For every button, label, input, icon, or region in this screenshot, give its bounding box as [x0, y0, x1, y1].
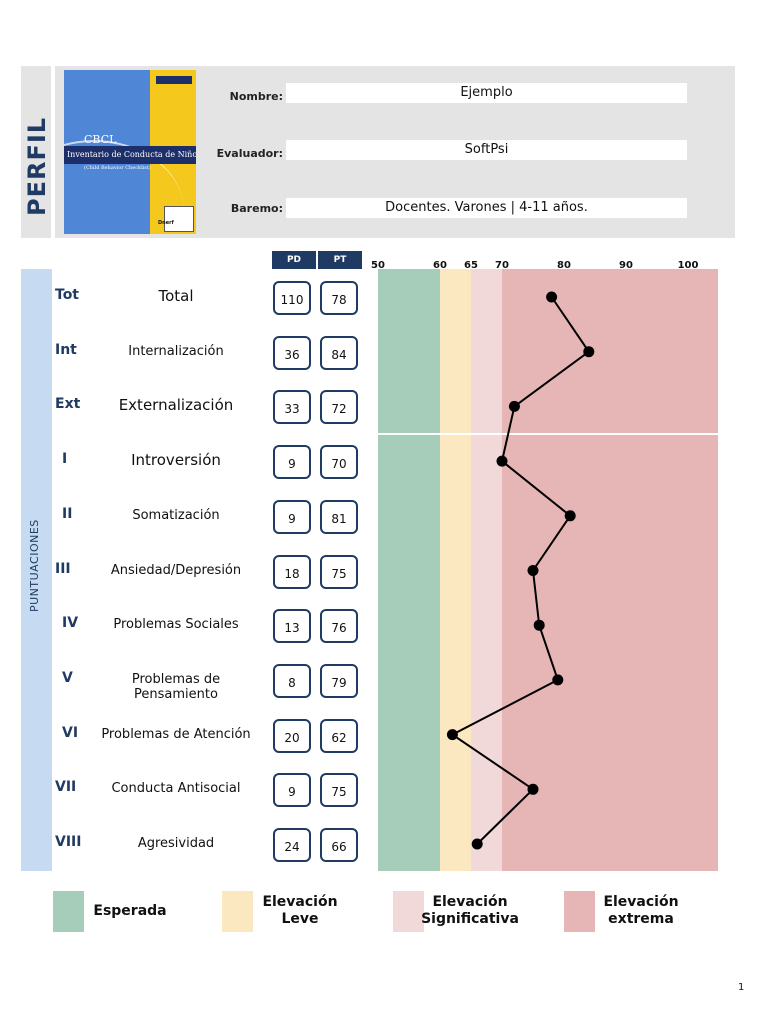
scale-abbr-ii: II	[62, 505, 73, 522]
scale-abbr-vi: VI	[62, 724, 79, 741]
pt-score-cell[interactable]: 75	[320, 554, 358, 589]
norms-label: Baremo:	[230, 202, 283, 215]
point-int	[583, 346, 595, 358]
pd-score-cell[interactable]: 8	[273, 663, 311, 698]
scale-name: Ansiedad/Depresión	[110, 562, 242, 578]
legend-label-line2: extrema	[608, 911, 674, 927]
scale-abbr-ext: Ext	[55, 396, 81, 413]
pt-score-cell[interactable]: 66	[320, 828, 358, 862]
x-tick-label-50: 50	[371, 260, 385, 271]
pd-score-cell[interactable]: 20	[273, 718, 311, 753]
pd-score-cell[interactable]: 18	[273, 554, 311, 589]
legend-label-line2: Significativa	[421, 911, 519, 927]
x-tick-label-90: 90	[619, 260, 633, 271]
pt-score-cell[interactable]: 79	[320, 663, 358, 698]
pt-score-cell[interactable]: 72	[320, 390, 358, 425]
legend-label-line1: Elevación	[603, 894, 679, 910]
point-v	[552, 674, 564, 686]
scale-abbr-int: Int	[55, 341, 77, 358]
legend-swatch-0	[53, 891, 84, 932]
legend-label-line1: Elevación	[432, 894, 508, 910]
scale-name: Problemas Sociales	[113, 617, 239, 633]
band-2	[471, 269, 502, 871]
x-tick-label-70: 70	[495, 260, 509, 271]
pt-score-cell[interactable]: 62	[320, 718, 358, 753]
x-tick-label-65: 65	[464, 260, 478, 271]
cover-subtitle: (Child Behavior Checklist)	[84, 165, 151, 171]
legend-label-0: Esperada	[72, 903, 188, 920]
pt-score-cell[interactable]: 75	[320, 773, 358, 808]
pd-score-cell[interactable]: 110	[273, 281, 311, 315]
point-tot	[546, 291, 558, 303]
band-1	[440, 269, 471, 871]
x-tick-label-100: 100	[678, 260, 699, 271]
cover-publisher: Dnerf	[158, 220, 174, 226]
scale-abbr-tot: Tot	[55, 287, 80, 303]
profile-header: PERFIL CBCL Inventario de Conducta de Ni…	[21, 66, 735, 238]
pt-score-cell[interactable]: 81	[320, 499, 358, 534]
page-number: 1	[738, 982, 745, 993]
evaluator-field[interactable]: SoftPsi	[286, 140, 687, 160]
legend-label-line1: Elevación	[262, 894, 338, 910]
scale-name: Introversión	[131, 451, 221, 470]
scale-name: Agresividad	[137, 836, 215, 851]
evaluator-label: Evaluador:	[216, 147, 283, 160]
pt-score-cell[interactable]: 84	[320, 335, 358, 370]
pd-column-header: PD	[272, 251, 316, 269]
scale-abbr-viii: VIII	[55, 834, 82, 850]
pd-score-cell[interactable]: 36	[273, 335, 311, 370]
legend-label-3: Elevación extrema	[578, 894, 704, 928]
pd-score-cell[interactable]: 24	[273, 828, 311, 862]
legend-label-line2: Leve	[281, 911, 319, 927]
point-ext	[508, 400, 520, 412]
legend-swatch-3	[564, 891, 595, 932]
point-viii	[471, 838, 483, 850]
scale-name: Problemas de Atención	[101, 726, 251, 742]
scale-name: Total	[158, 287, 194, 305]
point-vi	[446, 729, 458, 741]
pd-score-cell[interactable]: 9	[273, 445, 311, 480]
cover-acronym: CBCL	[84, 133, 117, 146]
test-cover-image: CBCL Inventario de Conducta de Niños (Ch…	[64, 70, 196, 234]
name-label: Nombre:	[229, 90, 283, 103]
scores-side-strip	[21, 269, 52, 871]
point-ii	[564, 510, 576, 522]
legend-swatch-2	[393, 891, 424, 932]
pd-score-cell[interactable]: 13	[273, 609, 311, 644]
cover-title: Inventario de Conducta de Niños	[67, 150, 196, 159]
scale-abbr-iii: III	[55, 560, 71, 577]
pd-score-cell[interactable]: 9	[273, 499, 311, 534]
point-i	[496, 455, 508, 467]
pt-score-cell[interactable]: 70	[320, 445, 358, 480]
scale-name: Problemas de Pensamiento	[131, 671, 221, 702]
scale-name: Conducta Antisocial	[111, 781, 241, 797]
scale-abbr-vii: VII	[55, 779, 77, 796]
legend-swatch-1	[222, 891, 253, 932]
band-0	[378, 269, 440, 871]
norms-field[interactable]: Docentes. Varones | 4-11 años.	[286, 198, 687, 218]
legend-label-2: Elevación Significativa	[406, 894, 534, 928]
legend-label-1: Elevación Leve	[238, 894, 362, 928]
point-iii	[527, 565, 539, 576]
pd-score-cell[interactable]: 33	[273, 390, 311, 425]
pd-score-cell[interactable]: 9	[273, 773, 311, 808]
point-vii	[527, 783, 539, 795]
x-tick-label-80: 80	[557, 260, 571, 271]
x-tick-label-60: 60	[433, 260, 447, 271]
scale-abbr-i: I	[62, 451, 68, 468]
perfil-strip: PERFIL	[21, 66, 55, 238]
scale-abbr-v: V	[62, 669, 73, 686]
point-iv	[533, 619, 545, 631]
pt-column-header: PT	[318, 251, 362, 269]
scale-abbr-iv: IV	[62, 615, 79, 632]
scale-name: Internalización	[128, 343, 224, 359]
pt-score-cell[interactable]: 76	[320, 609, 358, 644]
scale-name: Externalización	[118, 396, 234, 415]
scale-name: Somatización	[132, 507, 220, 523]
name-field[interactable]: Ejemplo	[286, 83, 687, 103]
pt-score-cell[interactable]: 78	[320, 281, 358, 315]
legend-label-line1: Esperada	[93, 903, 167, 919]
